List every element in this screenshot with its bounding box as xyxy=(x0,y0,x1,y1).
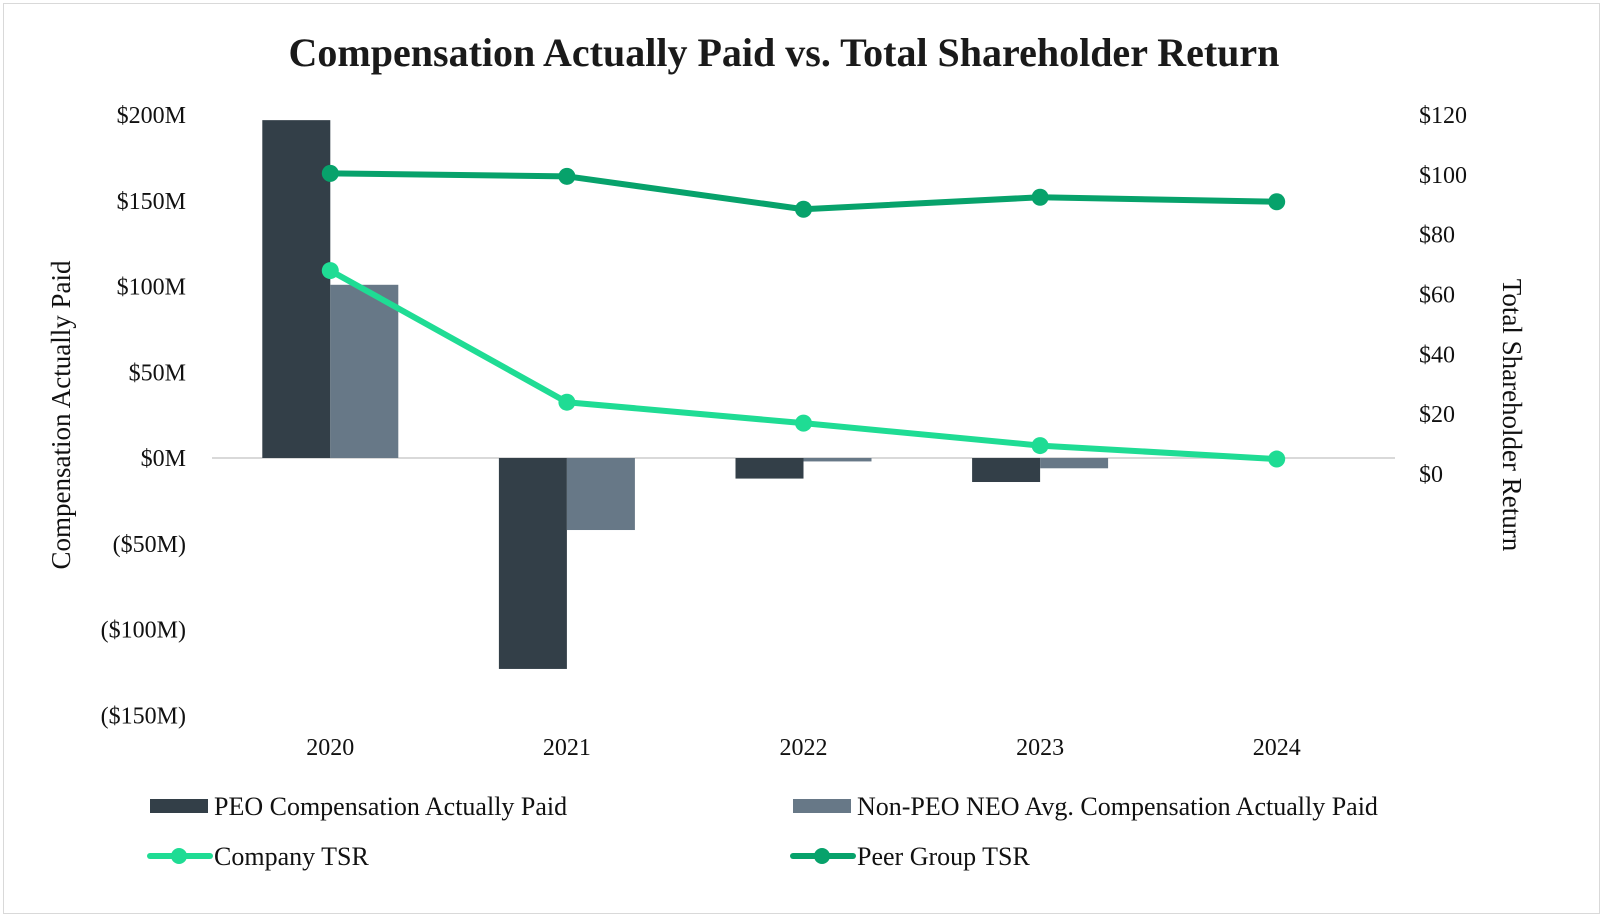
left-axis-title: Compensation Actually Paid xyxy=(46,260,76,569)
legend-label-company-tsr: Company TSR xyxy=(214,842,369,871)
right-axis-title: Total Shareholder Return xyxy=(1497,279,1527,552)
bar-peo-2023 xyxy=(972,458,1041,483)
peer-group-tsr-point-2020 xyxy=(321,164,339,182)
company-tsr-point-2024 xyxy=(1268,450,1286,468)
bar-peo-2021 xyxy=(498,458,567,669)
peer-group-tsr-point-2023 xyxy=(1031,188,1049,206)
x-tick-label: 2021 xyxy=(543,735,591,761)
left-tick-label: $50M xyxy=(129,360,186,386)
legend-swatch-non-peo-neo-avg-compensation-actually-paid xyxy=(793,799,851,813)
right-tick-label: $40 xyxy=(1419,342,1455,368)
legend-label-peer-group-tsr: Peer Group TSR xyxy=(857,842,1031,871)
legend-label-peo-compensation-actually-paid: PEO Compensation Actually Paid xyxy=(214,792,567,821)
bar-series xyxy=(262,120,1109,669)
right-axis-ticks: $120 $100 $80 $60 $40 $20 $0 xyxy=(1419,103,1467,488)
bar-peo-2022 xyxy=(735,458,804,479)
left-tick-label: $150M xyxy=(117,189,186,215)
left-tick-label: ($150M) xyxy=(101,703,186,729)
company-tsr-point-2021 xyxy=(558,393,576,411)
chart-frame xyxy=(3,3,1600,914)
bar-non-peo-2023 xyxy=(1040,458,1109,469)
right-tick-label: $60 xyxy=(1419,283,1455,309)
bar-non-peo-2021 xyxy=(566,458,635,531)
legend-label-non-peo-neo-avg-compensation-actually-paid: Non-PEO NEO Avg. Compensation Actually P… xyxy=(857,792,1378,821)
right-tick-label: $20 xyxy=(1419,402,1455,428)
company-tsr-point-2022 xyxy=(795,414,812,432)
legend-swatch-peo-compensation-actually-paid xyxy=(150,799,208,813)
line-series xyxy=(321,164,1286,468)
bar-non-peo-2020 xyxy=(330,284,399,458)
bar-non-peo-2022 xyxy=(803,458,872,462)
left-tick-label: $0M xyxy=(141,446,186,472)
right-tick-label: $0 xyxy=(1419,462,1443,488)
bar-peo-2020 xyxy=(262,120,331,459)
chart-title: Compensation Actually Paid vs. Total Sha… xyxy=(289,30,1280,75)
right-tick-label: $100 xyxy=(1419,163,1467,189)
left-tick-label: $100M xyxy=(117,275,186,301)
left-tick-label: ($100M) xyxy=(101,618,186,644)
left-axis-ticks: $200M $150M $100M $50M $0M ($50M) ($100M) ($150… xyxy=(101,103,186,729)
x-tick-label: 2022 xyxy=(780,735,828,761)
left-tick-label: $200M xyxy=(117,103,186,129)
right-tick-label: $120 xyxy=(1419,103,1467,129)
legend-marker-company-tsr xyxy=(171,848,187,864)
x-tick-label: 2024 xyxy=(1253,735,1301,761)
left-tick-label: ($50M) xyxy=(113,532,186,558)
x-tick-label: 2020 xyxy=(306,735,354,761)
legend: PEO Compensation Actually Paid Non-PEO NE… xyxy=(147,792,1378,871)
peer-group-tsr-point-2022 xyxy=(795,200,812,218)
peer-group-tsr-point-2024 xyxy=(1268,193,1286,211)
right-tick-label: $80 xyxy=(1419,223,1455,249)
company-tsr-point-2023 xyxy=(1031,437,1049,455)
legend-marker-peer-group-tsr xyxy=(814,848,830,864)
x-tick-label: 2023 xyxy=(1016,735,1064,761)
company-tsr-point-2020 xyxy=(321,262,339,280)
x-axis-ticks: 2020 2021 2022 2023 2024 xyxy=(306,735,1300,761)
peer-group-tsr-point-2021 xyxy=(558,167,576,185)
